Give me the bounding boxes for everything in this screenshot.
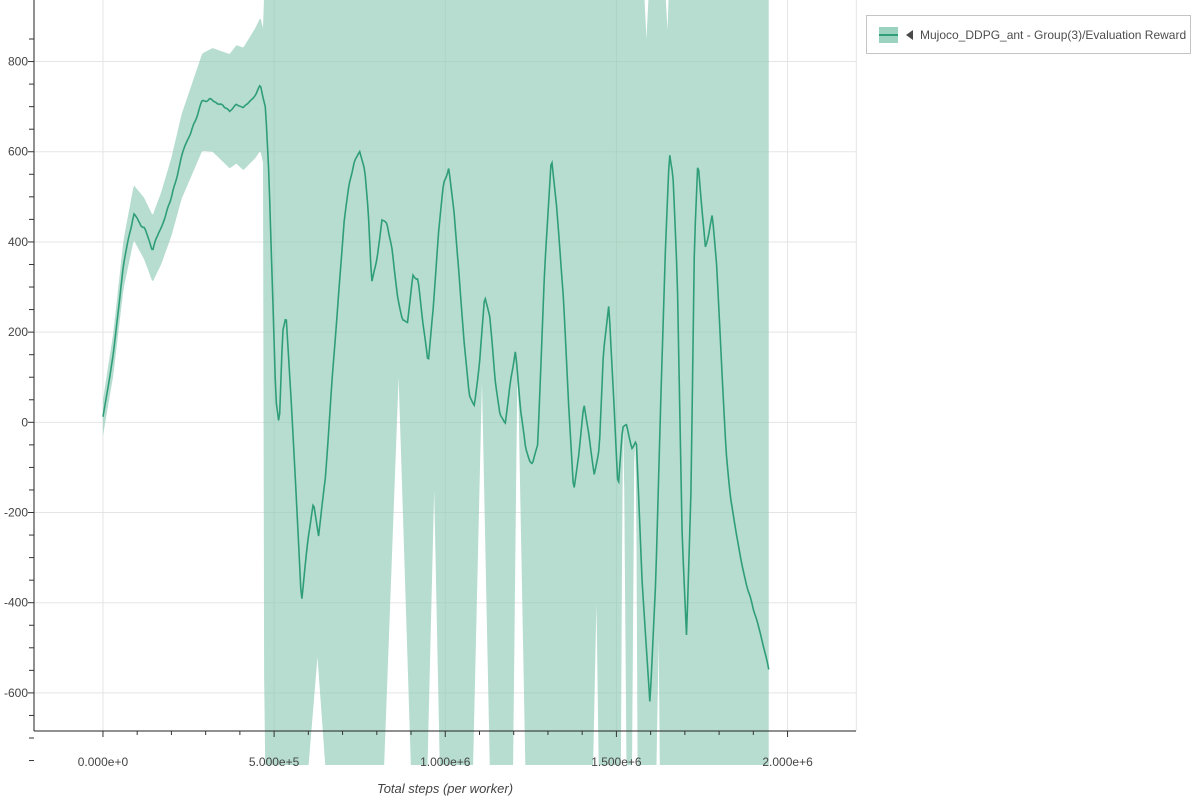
svg-text:200: 200 — [8, 325, 28, 339]
svg-text:1.500e+6: 1.500e+6 — [591, 755, 642, 769]
svg-text:800: 800 — [8, 55, 28, 69]
svg-text:-600: -600 — [4, 686, 28, 700]
svg-text:0.000e+0: 0.000e+0 — [78, 755, 129, 769]
svg-text:-200: -200 — [4, 506, 28, 520]
svg-text:0: 0 — [21, 415, 28, 429]
svg-text:2.000e+6: 2.000e+6 — [762, 755, 813, 769]
svg-text:400: 400 — [8, 235, 28, 249]
svg-text:1.000e+6: 1.000e+6 — [420, 755, 471, 769]
svg-text:Total steps (per worker): Total steps (per worker) — [377, 781, 513, 796]
svg-text:600: 600 — [8, 145, 28, 159]
svg-text:-400: -400 — [4, 596, 28, 610]
svg-text:5.000e+5: 5.000e+5 — [249, 755, 300, 769]
